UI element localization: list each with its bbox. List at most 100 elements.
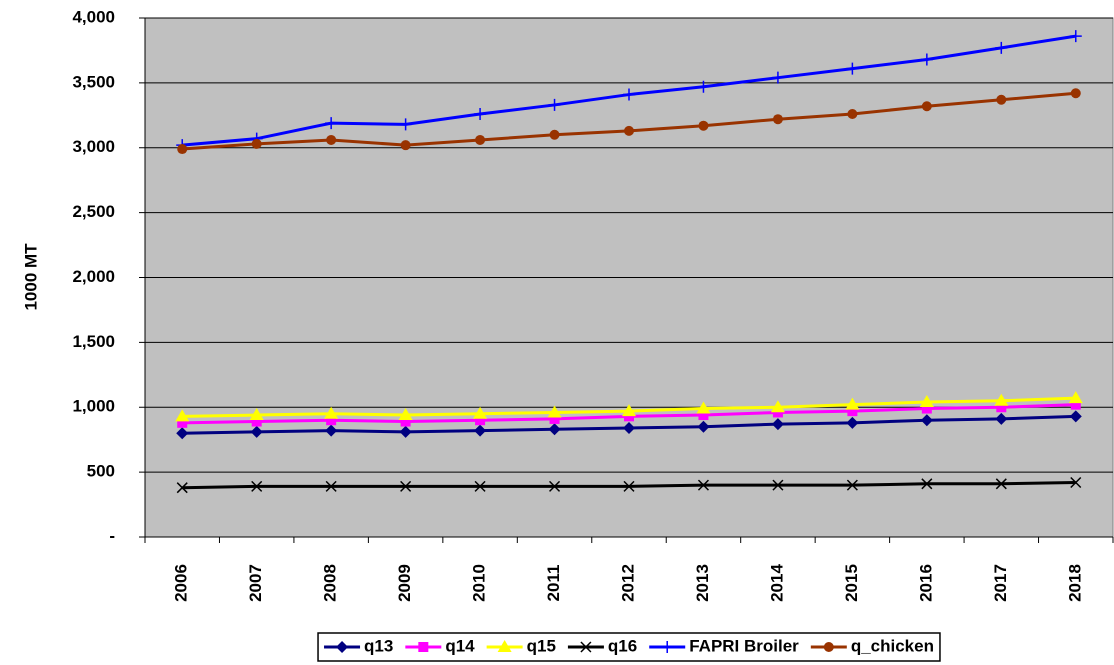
point [474,480,486,492]
point [325,480,337,492]
point [845,397,860,410]
legend-label: q16 [608,636,637,655]
point [474,424,487,437]
point [176,482,188,494]
point [696,401,711,414]
legend: q13 q14 q15 q16 FAPRI Broiler q_chicken [317,632,941,662]
point [995,41,1008,54]
point [177,144,188,155]
x-tick-label: 2013 [693,564,712,602]
legend-item: q16 [567,636,637,655]
point [623,88,635,101]
point [921,403,932,414]
point [772,114,783,125]
point [698,410,709,421]
point [325,424,338,437]
legend-marker [336,641,349,653]
point [1070,88,1081,99]
y-tick-label: 3,000 [72,137,115,156]
point [251,480,263,492]
point [398,408,413,421]
point [548,98,561,111]
point [995,412,1008,425]
x-tick-label: 2016 [916,564,935,602]
point [921,478,933,490]
point [920,414,933,427]
x-tick-label: 2017 [991,564,1010,602]
point [846,479,858,491]
x-tick-label: 2018 [1065,564,1084,602]
point [847,406,858,417]
point [698,120,709,131]
x-tick-label: 2015 [842,564,861,602]
point [400,480,412,492]
point [399,425,412,438]
x-tick-label: 2007 [246,564,265,602]
point [473,406,488,419]
point [847,109,858,120]
point [697,479,709,491]
point [622,404,636,417]
x-tick-label: 2011 [544,565,563,602]
y-axis-label: 1000 MT [21,243,40,311]
point [846,416,859,429]
point [251,416,262,427]
legend-label: q15 [527,636,556,655]
point [996,94,1007,105]
legend-marker [497,640,512,652]
y-tick-label: 3,500 [72,72,115,91]
point [1068,391,1083,404]
point [994,393,1009,406]
point [549,413,560,424]
point [697,420,710,433]
legend-item: q15 [486,636,556,655]
point [326,415,337,426]
point [624,411,634,422]
point [772,407,783,418]
y-tick-label: 2,000 [72,267,115,286]
y-tick-label: 1,500 [72,332,115,351]
x-tick-label: 2009 [395,564,414,602]
point [1069,410,1082,423]
point [324,406,339,419]
legend-label: q_chicken [851,636,934,655]
point [549,480,561,492]
point [1070,476,1082,489]
point [399,118,412,131]
legend-item: q13 [324,636,393,655]
point [995,478,1007,490]
point [250,425,263,438]
point [325,117,338,130]
point [251,138,262,149]
point [919,395,934,408]
point [1070,399,1081,410]
legend-label: q13 [364,636,393,655]
legend-marker [418,642,429,652]
point [771,418,784,431]
point [400,140,411,151]
legend-marker [823,642,834,652]
x-tick-label: 2006 [172,564,191,602]
y-tick-label: 2,500 [72,202,115,221]
point [846,62,859,75]
point [475,415,486,426]
y-tick-label: 4,000 [72,7,115,26]
point [475,134,486,145]
y-tick-label: 1,000 [72,397,115,416]
point [175,409,190,422]
legend-label: q14 [445,636,475,655]
point [624,125,634,136]
x-tick-label: 2010 [470,564,489,602]
point [996,402,1007,413]
point [623,480,635,492]
point [474,108,487,121]
legend-marker [661,641,674,653]
legend-item: FAPRI Broiler [649,636,799,655]
point [548,423,561,436]
point [772,479,784,491]
point [1069,30,1082,43]
legend-label: FAPRI Broiler [689,636,799,655]
point [697,80,710,93]
y-tick-label: 500 [87,462,115,481]
